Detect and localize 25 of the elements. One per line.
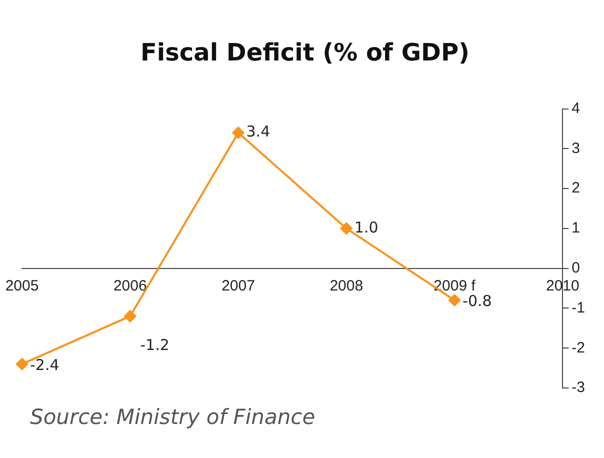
x-tick-label: 2007 — [222, 277, 255, 294]
y-tick-label: 0 — [572, 259, 580, 276]
point — [16, 358, 28, 370]
y-tick-label: 3 — [572, 140, 580, 157]
point — [448, 294, 461, 306]
data-label: 1.0 — [354, 218, 378, 236]
x-tick-label: 2008 — [330, 277, 364, 294]
x-tick-label: 2009 f — [434, 277, 476, 294]
point — [232, 126, 244, 139]
y-tick-label: -1 — [572, 299, 586, 316]
y-tick-label: 2 — [572, 180, 580, 197]
point — [340, 222, 352, 234]
y-tick-label: 1 — [572, 220, 580, 237]
y-tick-label: -2 — [572, 339, 586, 356]
data-label: 3.4 — [246, 122, 270, 141]
source-note: Source: Ministry of Finance — [30, 405, 316, 429]
y-tick-label: 4 — [572, 100, 580, 117]
data-label: -1.2 — [140, 336, 170, 354]
point — [124, 310, 136, 322]
chart-title: Fiscal Deficit (% of GDP) — [140, 38, 470, 67]
x-tick-label: 2005 — [5, 277, 39, 294]
y-tick-label: -3 — [572, 379, 586, 396]
data-label: -0.8 — [462, 292, 492, 310]
x-tick-label: 2006 — [113, 277, 147, 294]
data-label: -2.4 — [30, 356, 60, 374]
